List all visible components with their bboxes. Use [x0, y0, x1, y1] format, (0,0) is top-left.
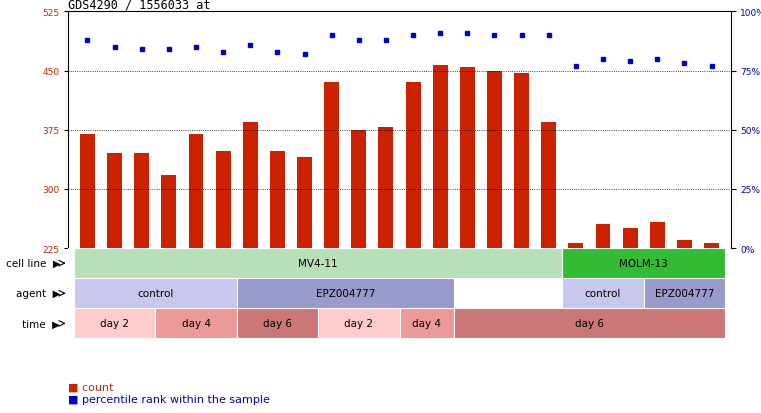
Text: cell line  ▶: cell line ▶ [5, 259, 61, 268]
Bar [270, 152, 285, 249]
Text: day 2: day 2 [344, 319, 374, 329]
Bar [433, 66, 447, 249]
Text: EPZ004777: EPZ004777 [654, 289, 714, 299]
Bar [80, 134, 95, 249]
Bar [74, 309, 155, 339]
Text: agent  ▶: agent ▶ [16, 289, 61, 299]
Bar [107, 154, 122, 249]
Bar [74, 249, 562, 278]
Bar [704, 243, 719, 249]
Bar [650, 223, 665, 249]
Text: control: control [137, 289, 174, 299]
Bar [562, 249, 725, 278]
Bar [541, 123, 556, 249]
Bar [237, 309, 318, 339]
Bar [460, 67, 475, 249]
Bar [134, 154, 149, 249]
Bar [378, 128, 393, 249]
Text: day 2: day 2 [100, 319, 129, 329]
Text: ■ count: ■ count [68, 382, 114, 392]
Text: MOLM-13: MOLM-13 [619, 259, 668, 268]
Bar [318, 309, 400, 339]
Bar [568, 243, 584, 249]
Text: day 6: day 6 [263, 319, 292, 329]
Text: day 4: day 4 [412, 319, 441, 329]
Bar [514, 74, 529, 249]
Bar [596, 225, 610, 249]
Bar [243, 123, 258, 249]
Bar [189, 134, 203, 249]
Bar [400, 309, 454, 339]
Bar [155, 309, 237, 339]
Bar [677, 241, 692, 249]
Bar [324, 83, 339, 249]
Bar [297, 158, 312, 249]
Text: day 4: day 4 [182, 319, 211, 329]
Bar [237, 278, 454, 309]
Bar [406, 83, 421, 249]
Text: GDS4290 / 1556033_at: GDS4290 / 1556033_at [68, 0, 211, 11]
Text: day 6: day 6 [575, 319, 604, 329]
Bar [644, 278, 725, 309]
Bar [215, 152, 231, 249]
Text: time  ▶: time ▶ [22, 319, 61, 329]
Bar [562, 278, 644, 309]
Text: MV4-11: MV4-11 [298, 259, 338, 268]
Bar [161, 175, 177, 249]
Bar [74, 278, 237, 309]
Bar [454, 309, 725, 339]
Bar [622, 229, 638, 249]
Text: ■ percentile rank within the sample: ■ percentile rank within the sample [68, 394, 270, 404]
Text: EPZ004777: EPZ004777 [316, 289, 375, 299]
Bar [352, 131, 366, 249]
Text: control: control [585, 289, 621, 299]
Bar [487, 71, 502, 249]
